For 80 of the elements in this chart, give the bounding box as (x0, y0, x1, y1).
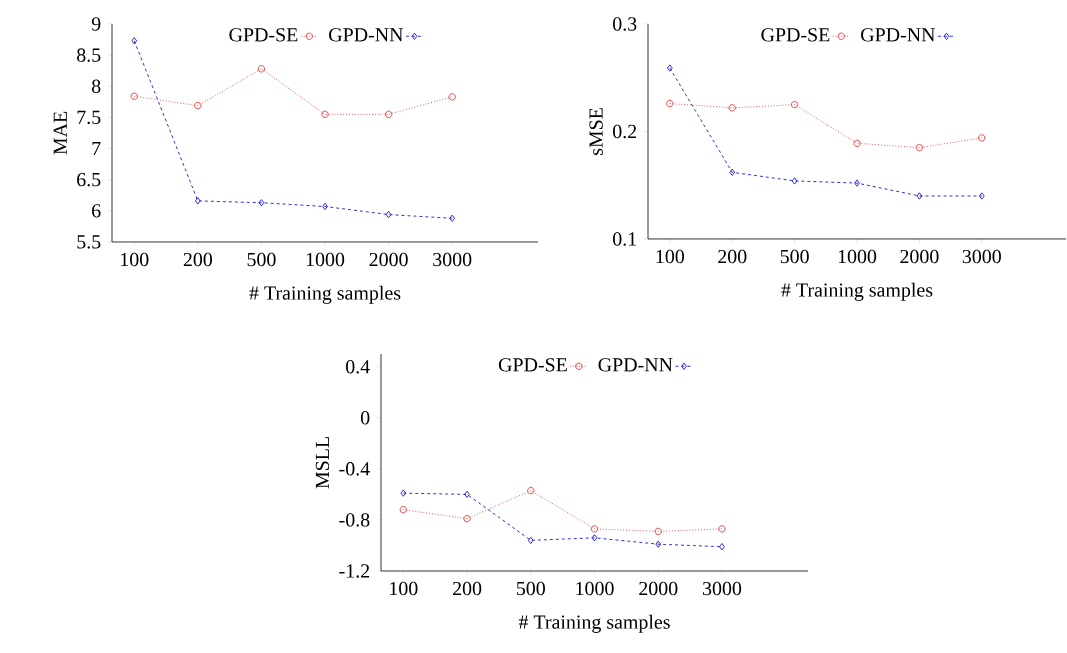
point (978, 192, 985, 200)
x-tick-label: 2000 (900, 249, 939, 264)
x-tick-label: 3000 (433, 252, 472, 267)
y-tick-label: 7.5 (77, 110, 101, 125)
point (915, 143, 924, 152)
point (853, 139, 861, 147)
y-tick-label: -1.2 (339, 564, 370, 578)
point (591, 534, 598, 542)
x-tick-label: 100 (656, 249, 685, 264)
y-axis-title: MSLL (315, 437, 330, 489)
y-tick-label: 0 (360, 411, 370, 425)
point (258, 199, 265, 207)
x-tick-label: 2000 (369, 252, 408, 267)
y-tick-label: 0.4 (346, 359, 370, 374)
point (527, 536, 534, 544)
point (131, 37, 138, 45)
point (590, 525, 599, 533)
point (400, 489, 407, 497)
point (399, 506, 407, 514)
legend-label: GPD-SE (229, 28, 298, 42)
y-tick-label: 0.3 (613, 17, 637, 31)
y-tick-label: 7 (92, 142, 101, 156)
x-axis-title: # Training samples (249, 285, 401, 304)
y-tick-label: 6 (92, 204, 101, 218)
x-axis-title: # Training samples (781, 282, 933, 301)
point (321, 110, 329, 118)
point (257, 65, 266, 73)
y-tick-label: 8 (91, 79, 101, 93)
point (654, 527, 662, 536)
x-tick-label: 1000 (838, 249, 877, 264)
legend-label: GPD-SE (761, 28, 830, 42)
x-tick-label: 100 (121, 252, 149, 267)
y-axis-title: MAE (53, 111, 67, 155)
y-axis-title: sMSE (589, 108, 603, 156)
x-axis-title: # Training samples (518, 614, 670, 633)
point (667, 64, 673, 72)
x-tick-label: 1000 (306, 252, 345, 267)
y-tick-label: 9 (91, 17, 101, 31)
y-tick-label: -0.8 (339, 513, 370, 527)
point (790, 100, 799, 109)
point (718, 525, 726, 533)
x-tick-label: 2000 (639, 581, 678, 596)
x-tick-label: 500 (516, 581, 545, 596)
point (666, 99, 674, 108)
x-tick-label: 3000 (962, 249, 1001, 264)
point (463, 515, 471, 523)
y-tick-label: 0.1 (613, 232, 636, 246)
x-tick-label: 500 (247, 252, 276, 267)
point (978, 134, 986, 142)
point (195, 197, 201, 205)
point (729, 168, 736, 176)
point (527, 486, 535, 495)
point (449, 214, 456, 222)
x-tick-label: 100 (390, 581, 418, 596)
point (130, 92, 138, 100)
point (384, 110, 393, 118)
point (655, 540, 662, 548)
point (448, 93, 456, 101)
point (916, 192, 923, 200)
point (791, 177, 798, 185)
point (854, 179, 860, 187)
point (719, 543, 725, 551)
legend-label: GPD-NN (861, 28, 936, 42)
x-tick-label: 200 (452, 581, 482, 596)
legend-label: GPD-NN (598, 358, 673, 372)
y-tick-label: 8.5 (77, 48, 101, 62)
y-tick-label: 5.5 (77, 235, 101, 249)
x-tick-label: 500 (780, 249, 809, 264)
point (728, 104, 736, 112)
legend-label: GPD-SE (498, 358, 567, 372)
x-tick-label: 1000 (576, 581, 614, 596)
y-tick-label: 6.5 (77, 172, 101, 187)
x-tick-label: 3000 (703, 581, 742, 596)
point (194, 101, 202, 110)
y-tick-label: -0.4 (339, 462, 370, 476)
x-tick-label: 200 (718, 249, 747, 264)
point (385, 210, 392, 219)
legend-label: GPD-NN (329, 28, 404, 42)
y-tick-label: 0.2 (613, 124, 637, 139)
x-tick-label: 200 (183, 252, 213, 267)
